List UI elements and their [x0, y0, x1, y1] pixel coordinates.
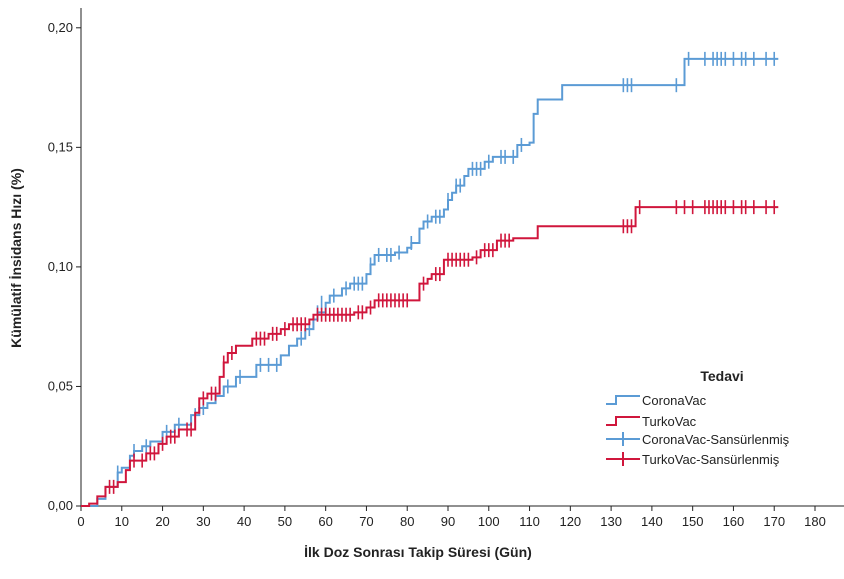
x-tick-label: 10: [115, 514, 129, 529]
legend-item-coronavac: CoronaVac: [606, 393, 707, 408]
x-tick-label: 60: [318, 514, 332, 529]
x-tick-label: 170: [763, 514, 785, 529]
series-turkovac: [81, 200, 779, 507]
legend-item-turkovac-censored: TurkoVac-Sansürlenmiş: [606, 452, 780, 467]
x-tick-label: 70: [359, 514, 373, 529]
x-tick-label: 160: [723, 514, 745, 529]
legend-swatch-turkovac: [606, 416, 640, 426]
x-tick-label: 80: [400, 514, 414, 529]
legend-label-coronavac-censored: CoronaVac-Sansürlenmiş: [642, 432, 790, 447]
legend-label-turkovac: TurkoVac: [642, 414, 697, 429]
y-axis-title: Kümülatif İnsidans Hızı (%): [8, 168, 24, 348]
x-tick-label: 140: [641, 514, 663, 529]
x-tick-label: 50: [278, 514, 292, 529]
x-tick-label: 150: [682, 514, 704, 529]
legend-title: Tedavi: [700, 368, 743, 384]
series-layer: [81, 51, 779, 507]
x-tick-label: 30: [196, 514, 210, 529]
y-tick-label: 0,05: [48, 378, 73, 393]
legend-label-turkovac-censored: TurkoVac-Sansürlenmiş: [642, 452, 780, 467]
y-tick-label: 0,00: [48, 498, 73, 513]
x-ticks: 0 10 20 30 40 50 60 70 80 90 100 110 120 130 140 150 160…: [77, 506, 826, 529]
legend-item-coronavac-censored: CoronaVac-Sansürlenmiş: [606, 432, 790, 447]
y-tick-label: 0,10: [48, 259, 73, 274]
x-tick-label: 120: [559, 514, 581, 529]
y-tick-label: 0,15: [48, 139, 73, 154]
x-tick-label: 130: [600, 514, 622, 529]
legend: Tedavi CoronaVac TurkoVac CoronaVac-Sans…: [606, 368, 790, 467]
x-tick-label: 0: [77, 514, 84, 529]
x-tick-label: 180: [804, 514, 826, 529]
y-tick-label: 0,20: [48, 20, 73, 35]
x-tick-label: 90: [441, 514, 455, 529]
x-tick-label: 20: [155, 514, 169, 529]
x-tick-label: 100: [478, 514, 500, 529]
series-coronavac: [81, 51, 779, 507]
x-axis-title: İlk Doz Sonrası Takip Süresi (Gün): [304, 544, 532, 560]
x-tick-label: 110: [519, 514, 540, 529]
legend-swatch-coronavac: [606, 395, 640, 405]
legend-item-turkovac: TurkoVac: [606, 414, 697, 429]
x-tick-label: 40: [237, 514, 251, 529]
legend-label-coronavac: CoronaVac: [642, 393, 707, 408]
y-ticks: 0,00 0,05 0,10 0,15 0,20: [48, 20, 81, 513]
series-line-coronavac: [81, 57, 779, 507]
axes: [80, 8, 844, 507]
